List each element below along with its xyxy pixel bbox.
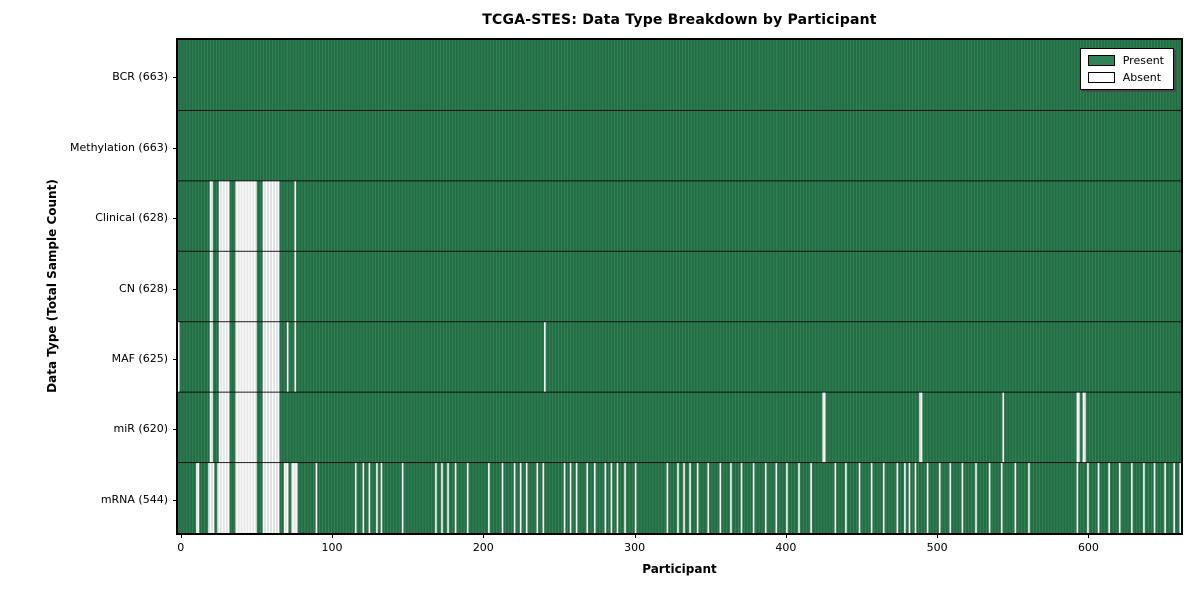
legend-item-absent: Absent bbox=[1087, 71, 1164, 84]
x-tick-mark bbox=[180, 533, 182, 538]
x-tick-label-300: 300 bbox=[624, 541, 646, 554]
x-tick-label-0: 0 bbox=[177, 541, 185, 554]
y-tick-mark bbox=[173, 429, 178, 431]
y-tick-label-maf: MAF (625) bbox=[111, 351, 168, 365]
legend-present-label: Present bbox=[1122, 54, 1164, 67]
y-tick-mark bbox=[173, 147, 178, 149]
legend-absent-label: Absent bbox=[1122, 71, 1162, 84]
x-tick-mark bbox=[332, 533, 334, 538]
y-tick-label-mrna: mRNA (544) bbox=[100, 492, 168, 506]
absent-swatch bbox=[1087, 72, 1115, 83]
x-tick-mark bbox=[937, 533, 939, 538]
x-tick-mark bbox=[483, 533, 485, 538]
heatmap-canvas bbox=[178, 40, 1181, 533]
y-tick-label-mir: miR (620) bbox=[113, 422, 169, 436]
x-axis-label: Participant bbox=[642, 562, 717, 576]
x-tick-label-500: 500 bbox=[926, 541, 948, 554]
x-tick-label-100: 100 bbox=[321, 541, 343, 554]
y-tick-mark bbox=[173, 358, 178, 360]
x-tick-mark bbox=[1088, 533, 1090, 538]
legend-item-present: Present bbox=[1087, 54, 1164, 67]
y-tick-mark bbox=[173, 288, 178, 290]
plot-area: Present Absent BCR (663) Methylation (663… bbox=[70, 38, 1183, 554]
y-tick-mark bbox=[173, 77, 178, 79]
x-tick-label-600: 600 bbox=[1077, 541, 1099, 554]
y-tick-label-bcr: BCR (663) bbox=[112, 70, 168, 84]
y-tick-label-clinical: Clinical (628) bbox=[95, 211, 168, 225]
x-tick-label-200: 200 bbox=[472, 541, 494, 554]
x-tick-label-400: 400 bbox=[775, 541, 797, 554]
y-tick-label-cn: CN (628) bbox=[119, 281, 168, 295]
x-tick-mark bbox=[634, 533, 636, 538]
y-tick-mark bbox=[173, 499, 178, 501]
y-tick-label-methylation: Methylation (663) bbox=[70, 140, 168, 154]
y-tick-mark bbox=[173, 218, 178, 220]
legend: Present Absent bbox=[1079, 48, 1174, 90]
chart-title: TCGA-STES: Data Type Breakdown by Partic… bbox=[482, 12, 877, 28]
present-swatch bbox=[1087, 55, 1115, 66]
x-tick-mark bbox=[785, 533, 787, 538]
